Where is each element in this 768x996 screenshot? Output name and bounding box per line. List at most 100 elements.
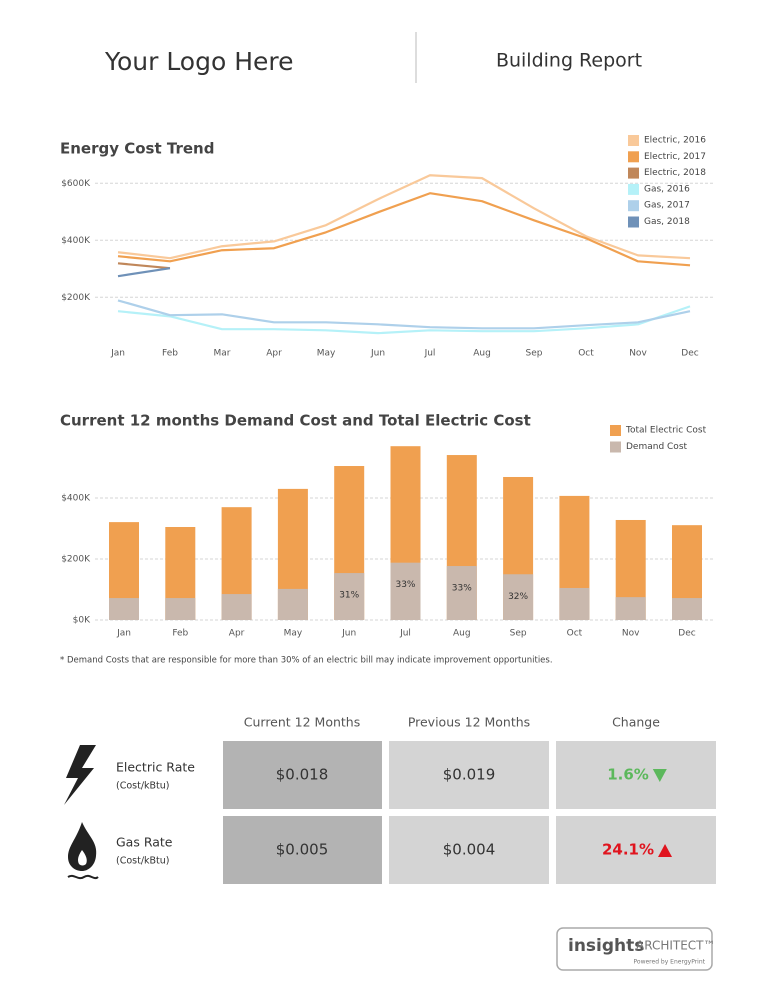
legend-label: Total Electric Cost bbox=[625, 426, 707, 436]
previous-value: $0.019 bbox=[443, 766, 496, 784]
bar bbox=[390, 562, 421, 620]
x-tick-label: Sep bbox=[526, 349, 543, 359]
x-tick-label: Jan bbox=[110, 349, 125, 359]
cell bbox=[223, 741, 382, 809]
x-tick-label: Feb bbox=[162, 349, 178, 359]
x-tick-label: Dec bbox=[681, 349, 698, 359]
cell bbox=[556, 741, 716, 809]
x-tick-label: Oct bbox=[567, 629, 583, 639]
column-header: Previous 12 Months bbox=[408, 715, 530, 730]
electric-icon bbox=[64, 745, 96, 805]
x-tick-label: Nov bbox=[629, 349, 647, 359]
bar bbox=[334, 573, 365, 620]
y-tick-label: $200K bbox=[61, 555, 91, 565]
line-series bbox=[117, 305, 691, 335]
footer-brand: ARCHITECT™ bbox=[636, 939, 716, 953]
legend-swatch bbox=[628, 151, 639, 163]
row-label: Electric Rate bbox=[116, 760, 195, 775]
footnote: * Demand Costs that are responsible for … bbox=[60, 656, 553, 666]
legend-swatch bbox=[628, 183, 639, 195]
report-title: Building Report bbox=[496, 50, 642, 72]
cell bbox=[389, 816, 549, 884]
x-tick-label: Oct bbox=[578, 349, 594, 359]
footer-tagline: Powered by EnergyPrint bbox=[634, 959, 706, 966]
row-label: Gas Rate bbox=[116, 835, 173, 850]
data-label: 31% bbox=[339, 591, 359, 601]
y-tick-label: $600K bbox=[61, 179, 91, 189]
legend-swatch bbox=[610, 441, 621, 453]
legend-swatch bbox=[628, 135, 639, 146]
footer-logo: insights ARCHITECT™ Powered by EnergyPri… bbox=[556, 927, 716, 971]
current-value: $0.018 bbox=[276, 766, 329, 784]
footer-brand: insights bbox=[568, 936, 644, 956]
legend-label: Demand Cost bbox=[626, 442, 688, 452]
x-tick-label: Jun bbox=[370, 349, 385, 359]
change-value: 24.1% bbox=[602, 841, 654, 859]
row-unit: (Cost/kBtu) bbox=[116, 781, 170, 792]
x-tick-label: Aug bbox=[453, 629, 471, 639]
legend-label: Gas, 2016 bbox=[644, 184, 690, 194]
change-arrow bbox=[658, 844, 673, 857]
chart-title: Current 12 months Demand Cost and Total … bbox=[60, 412, 531, 430]
bar bbox=[109, 598, 139, 620]
previous-value: $0.004 bbox=[443, 841, 496, 859]
legend-label: Electric, 2016 bbox=[644, 136, 706, 146]
x-tick-label: May bbox=[317, 349, 336, 359]
bar bbox=[165, 598, 196, 620]
y-tick-label: $0K bbox=[73, 616, 91, 626]
row-unit: (Cost/kBtu) bbox=[116, 856, 170, 867]
column-header: Current 12 Months bbox=[244, 715, 361, 730]
gas-icon bbox=[68, 822, 97, 871]
legend-swatch bbox=[628, 216, 639, 228]
cell bbox=[556, 816, 716, 884]
bar bbox=[277, 588, 308, 620]
bar bbox=[615, 597, 646, 620]
x-tick-label: Feb bbox=[172, 629, 188, 639]
line-series bbox=[117, 267, 171, 278]
legend-swatch bbox=[628, 200, 639, 212]
x-tick-label: Dec bbox=[678, 629, 695, 639]
legend-label: Electric, 2018 bbox=[644, 168, 706, 178]
y-tick-label: $400K bbox=[61, 494, 91, 504]
data-label: 32% bbox=[508, 592, 528, 602]
logo-text: Your Logo Here bbox=[104, 47, 294, 76]
legend-swatch bbox=[628, 167, 639, 179]
line-series bbox=[117, 299, 691, 330]
line-series bbox=[117, 174, 691, 260]
cell bbox=[223, 816, 382, 884]
gas-icon-base bbox=[67, 874, 99, 880]
footer-frame bbox=[556, 927, 713, 971]
change-value: 1.6% bbox=[607, 766, 649, 784]
x-tick-label: Jun bbox=[341, 629, 356, 639]
bar bbox=[503, 574, 534, 620]
column-header: Change bbox=[612, 715, 660, 730]
bar bbox=[559, 587, 590, 620]
data-label: 33% bbox=[395, 580, 415, 590]
rate-table: Current 12 Months Previous 12 Months Chang… bbox=[64, 715, 716, 884]
legend-label: Gas, 2017 bbox=[644, 201, 690, 211]
change-arrow bbox=[652, 769, 667, 782]
line-series bbox=[117, 192, 691, 267]
x-tick-label: Jul bbox=[424, 349, 436, 359]
y-tick-label: $200K bbox=[61, 293, 91, 303]
data-label: 33% bbox=[452, 584, 472, 594]
x-tick-label: Nov bbox=[622, 629, 640, 639]
x-tick-label: Aug bbox=[473, 349, 491, 359]
bar bbox=[446, 566, 477, 620]
y-tick-label: $400K bbox=[61, 236, 91, 246]
legend-swatch bbox=[610, 425, 621, 436]
x-tick-label: Sep bbox=[510, 629, 527, 639]
cell bbox=[389, 741, 549, 809]
x-tick-label: Mar bbox=[214, 349, 231, 359]
line-series bbox=[117, 262, 171, 270]
x-tick-label: Apr bbox=[229, 629, 245, 639]
x-tick-label: Jul bbox=[399, 629, 411, 639]
current-value: $0.005 bbox=[276, 841, 329, 859]
x-tick-label: Apr bbox=[266, 349, 282, 359]
bar bbox=[672, 598, 702, 620]
bar bbox=[221, 594, 252, 620]
legend-label: Gas, 2018 bbox=[644, 217, 690, 227]
x-tick-label: May bbox=[284, 629, 303, 639]
